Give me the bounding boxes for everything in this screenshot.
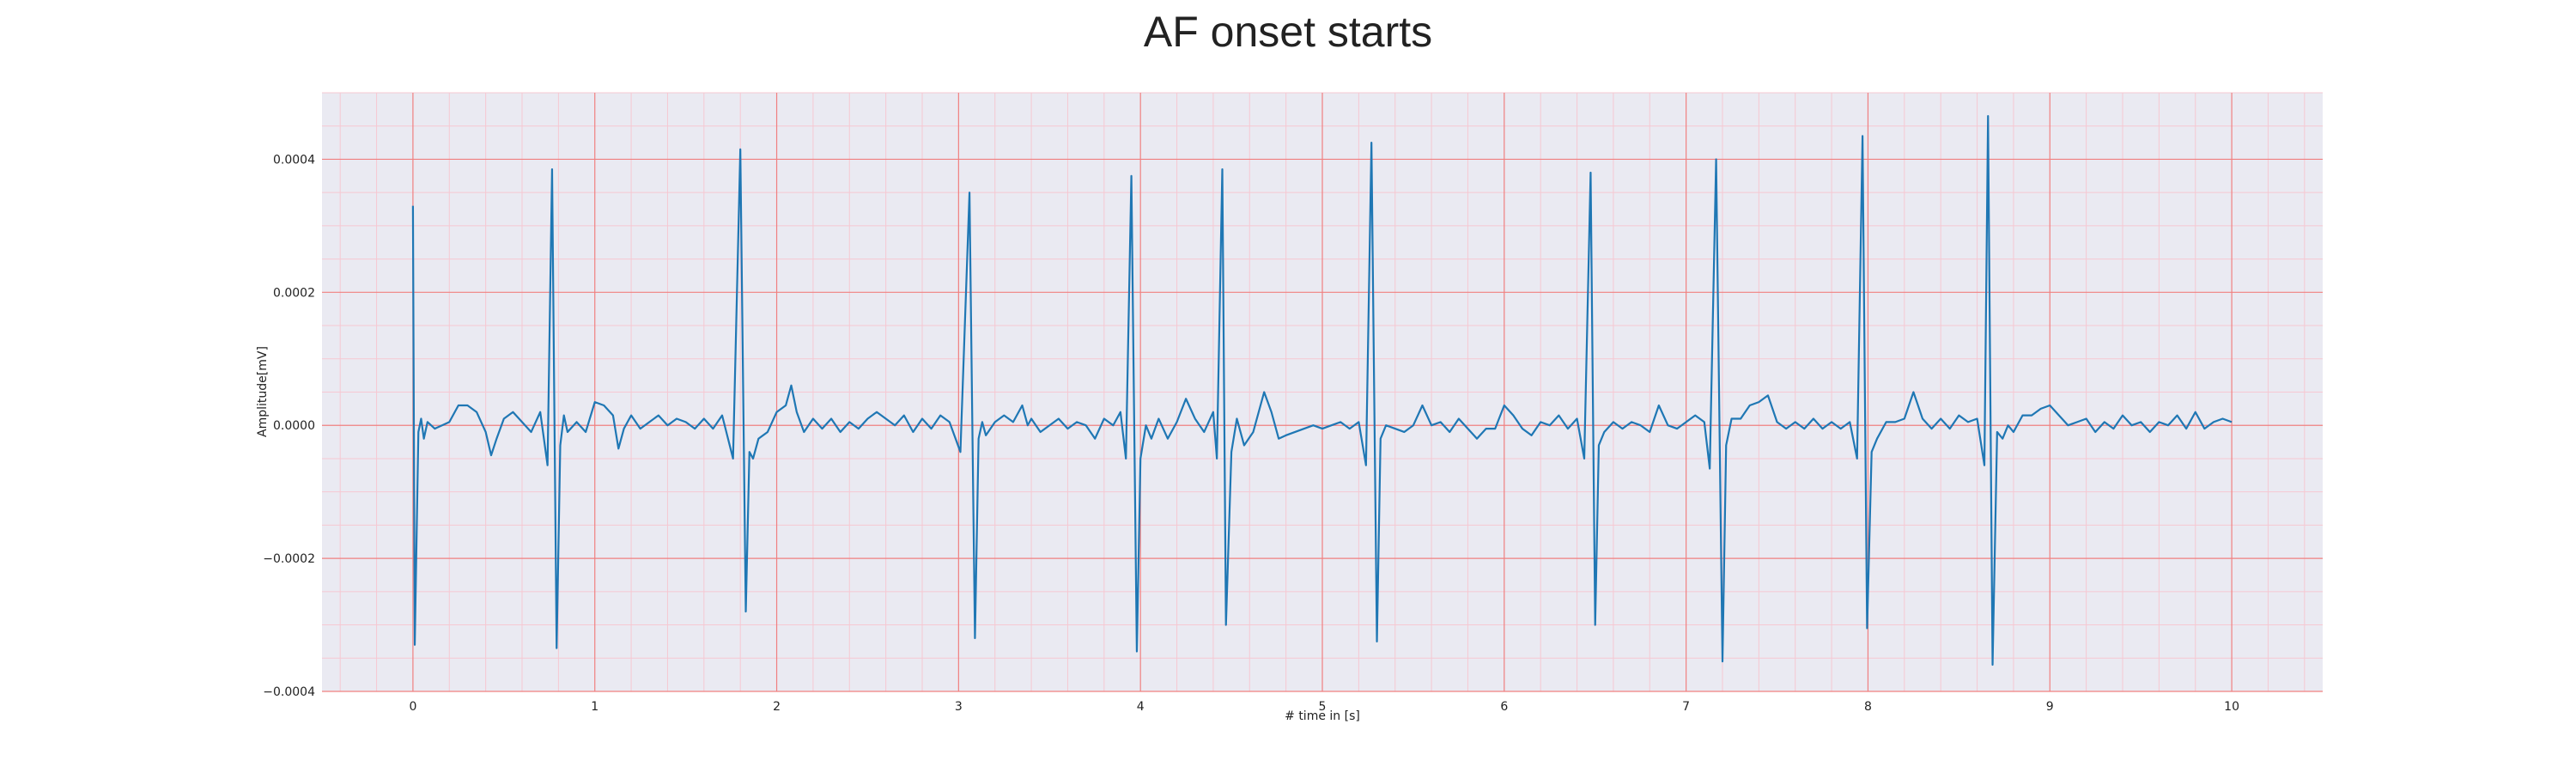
x-tick-label: 10: [2224, 700, 2239, 714]
series-layer: [411, 115, 2233, 666]
grid: [322, 92, 2323, 692]
x-tick-label: 0: [409, 700, 416, 714]
ecg-series-line: [411, 115, 2233, 666]
chart-title: AF onset starts: [1144, 8, 1432, 56]
x-tick-label: 5: [1319, 700, 1327, 714]
y-tick-label: −0.0004: [263, 685, 315, 699]
x-tick-label: 7: [1682, 700, 1690, 714]
y-axis-label: Amplitude[mV]: [256, 346, 270, 437]
x-tick-label: 9: [2046, 700, 2054, 714]
y-tick-label: 0.0004: [273, 153, 315, 167]
x-axis-ticks: 0 1 2 3 4 5 6 7 8 9 10: [409, 700, 2239, 714]
x-axis-label: # time in [s]: [1285, 709, 1360, 723]
y-tick-label: 0.0002: [273, 286, 315, 300]
y-axis-ticks: 0.0004 0.0002 0.0000 −0.0002 −0.0004: [263, 153, 315, 699]
x-tick-label: 6: [1500, 700, 1508, 714]
x-tick-label: 4: [1137, 700, 1145, 714]
x-tick-label: 3: [955, 700, 963, 714]
x-tick-label: 2: [773, 700, 781, 714]
y-tick-label: −0.0002: [263, 552, 315, 566]
y-tick-label: 0.0000: [273, 419, 315, 433]
x-tick-label: 8: [1864, 700, 1872, 714]
x-tick-label: 1: [591, 700, 598, 714]
